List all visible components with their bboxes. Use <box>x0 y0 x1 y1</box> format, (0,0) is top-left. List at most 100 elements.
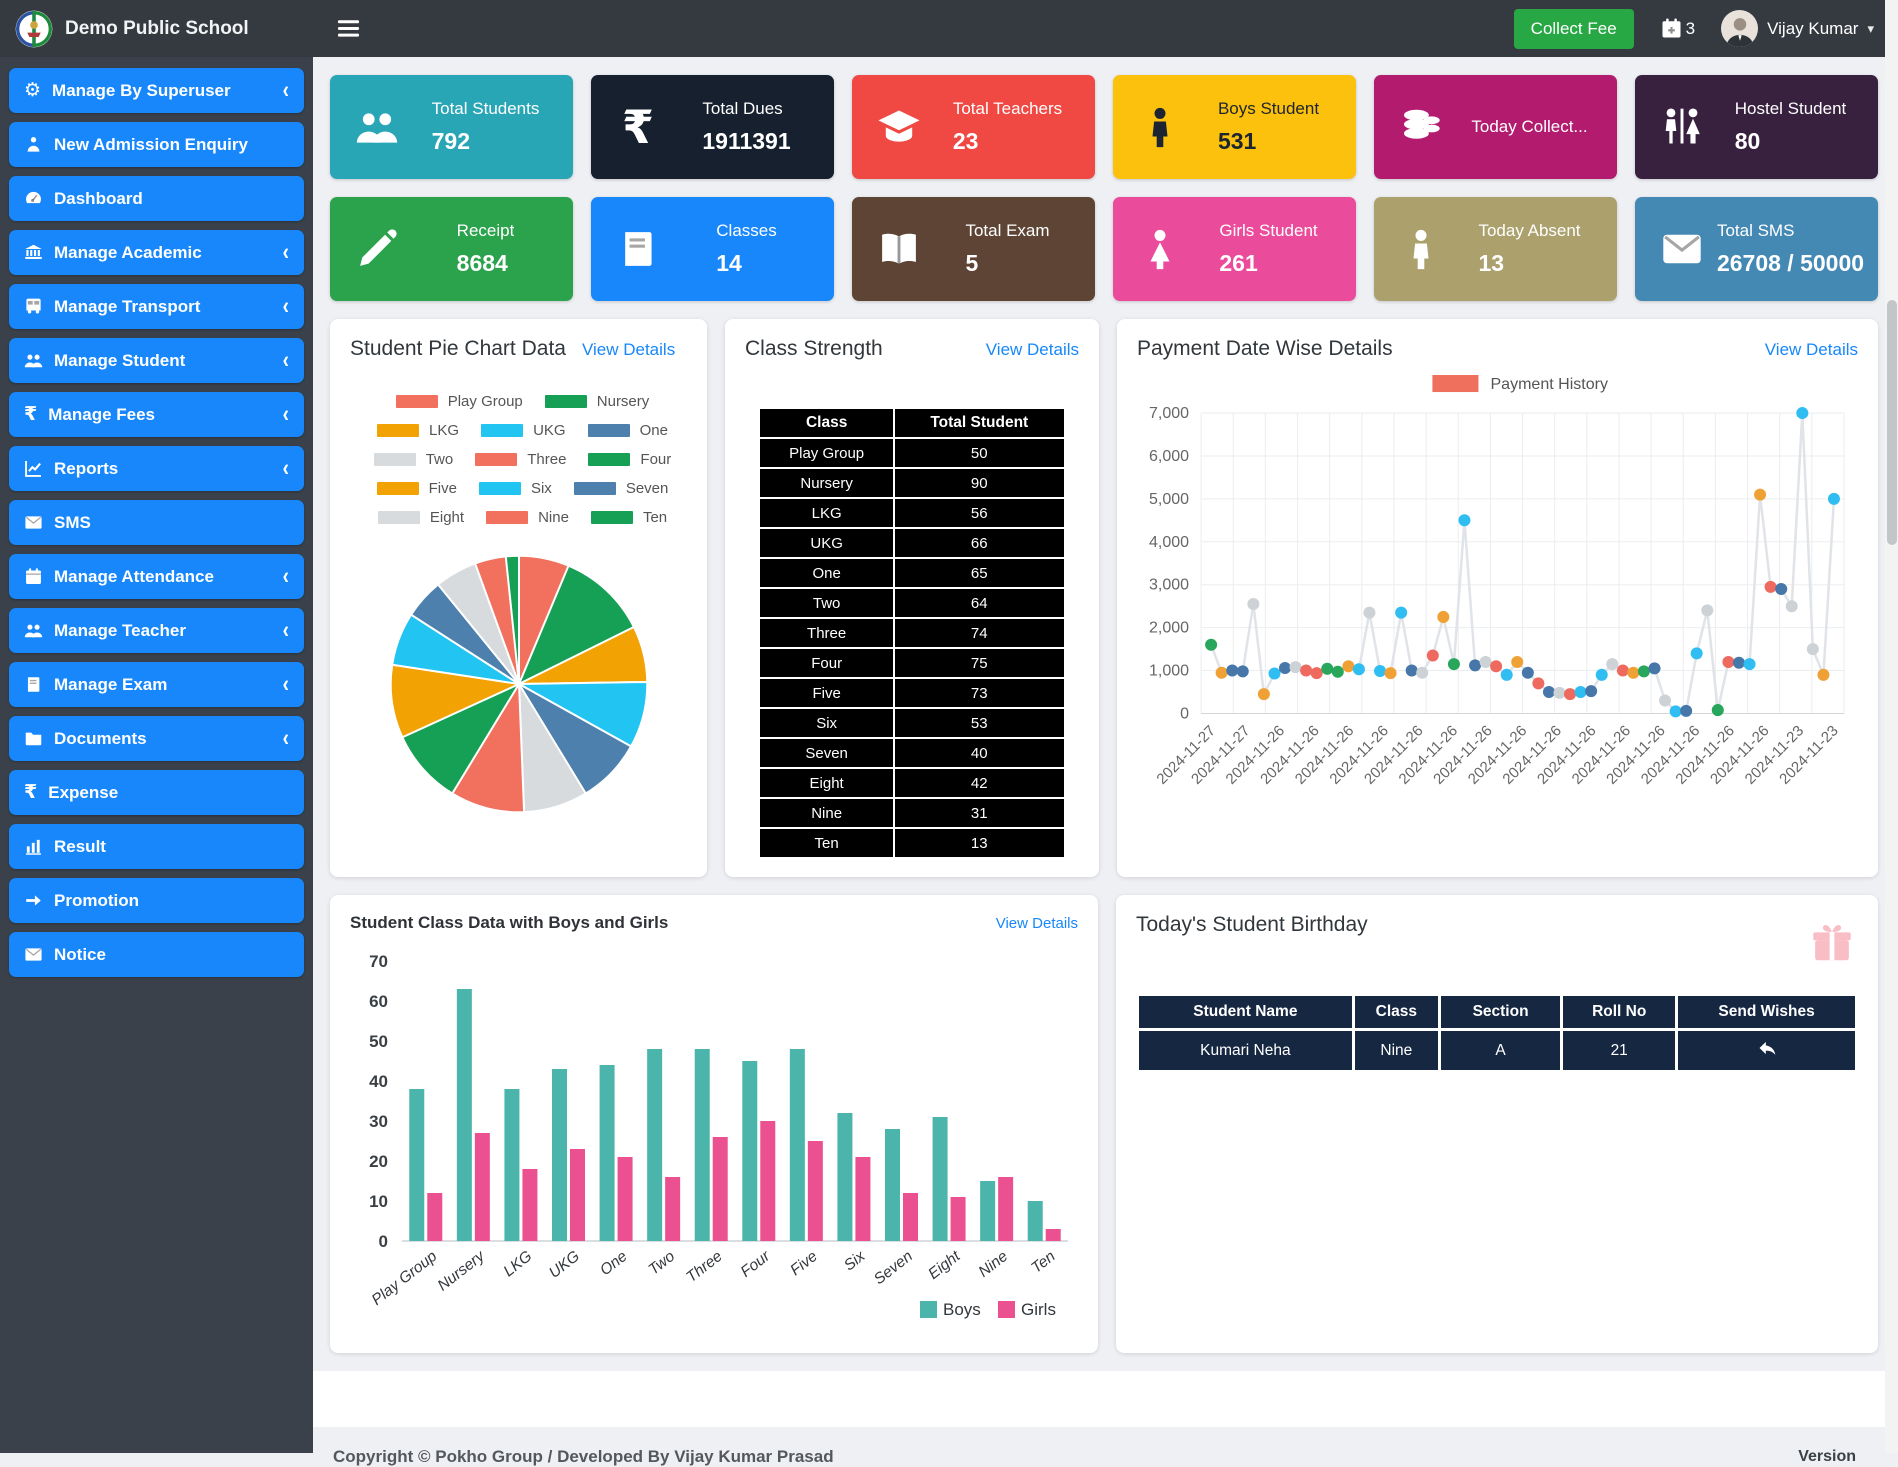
payment-data-point[interactable] <box>1585 685 1598 698</box>
sidebar-item-manage-exam[interactable]: Manage Exam ‹ <box>9 662 304 707</box>
payment-data-point[interactable] <box>1532 677 1545 690</box>
sidebar-item-reports[interactable]: Reports ‹ <box>9 446 304 491</box>
payment-data-point[interactable] <box>1500 668 1513 681</box>
pie-legend-item-play-group[interactable]: Play Group <box>395 393 523 410</box>
pie-legend-item-three[interactable]: Three <box>475 451 566 468</box>
boys-bar-nursery[interactable] <box>456 989 472 1241</box>
girls-bar-ten[interactable] <box>1045 1229 1061 1241</box>
payment-data-point[interactable] <box>1722 655 1735 669</box>
stat-card-hostel-student[interactable]: Hostel Student 80 <box>1635 75 1878 179</box>
payment-data-point[interactable] <box>1732 656 1745 669</box>
payment-data-point[interactable] <box>1205 638 1218 651</box>
payment-data-point[interactable] <box>1490 660 1503 673</box>
pie-legend-item-lkg[interactable]: LKG <box>377 422 459 439</box>
girls-bar-ukg[interactable] <box>570 1149 585 1241</box>
girls-bar-play-group[interactable] <box>427 1193 443 1241</box>
payment-data-point[interactable] <box>1458 514 1471 527</box>
payment-data-point[interactable] <box>1817 668 1830 681</box>
calendar-notification[interactable]: 3 <box>1660 17 1695 40</box>
boys-bar-lkg[interactable] <box>504 1089 520 1241</box>
boys-bar-seven[interactable] <box>885 1129 900 1241</box>
stat-card-total-dues[interactable]: ₹ Total Dues 1911391 <box>591 75 834 179</box>
payment-data-point[interactable] <box>1711 704 1724 717</box>
payment-data-point[interactable] <box>1405 664 1418 677</box>
boys-bar-six[interactable] <box>837 1113 853 1241</box>
payment-data-point[interactable] <box>1331 665 1344 678</box>
payment-data-point[interactable] <box>1796 407 1809 420</box>
pie-legend-item-ukg[interactable]: UKG <box>481 422 566 439</box>
payment-data-point[interactable] <box>1606 658 1619 671</box>
payment-data-point[interactable] <box>1637 665 1650 678</box>
sidebar-item-manage-by-superuser[interactable]: ⚙ Manage By Superuser ‹ <box>9 68 304 113</box>
sidebar-item-manage-teacher[interactable]: Manage Teacher ‹ <box>9 608 304 653</box>
pie-legend-item-nine[interactable]: Nine <box>486 509 569 526</box>
payment-data-point[interactable] <box>1289 661 1302 674</box>
payment-data-point[interactable] <box>1236 665 1249 678</box>
pie-slice-four[interactable] <box>400 681 521 795</box>
pie-legend-item-ten[interactable]: Ten <box>590 509 667 526</box>
boys-bar-nine[interactable] <box>980 1181 996 1241</box>
girls-bar-nine[interactable] <box>998 1177 1014 1241</box>
payment-data-point[interactable] <box>1785 600 1798 613</box>
sidebar-item-promotion[interactable]: Promotion <box>9 878 304 923</box>
sidebar-item-expense[interactable]: ₹ Expense <box>9 770 304 815</box>
payment-data-point[interactable] <box>1226 664 1239 677</box>
sidebar-item-documents[interactable]: Documents ‹ <box>9 716 304 761</box>
payment-data-point[interactable] <box>1521 666 1534 679</box>
pie-legend-item-four[interactable]: Four <box>588 451 671 468</box>
payment-data-point[interactable] <box>1374 665 1387 678</box>
payment-data-point[interactable] <box>1384 667 1397 680</box>
sidebar-item-new-admission-enquiry[interactable]: New Admission Enquiry <box>9 122 304 167</box>
payment-data-point[interactable] <box>1257 688 1270 701</box>
send-wishes-button[interactable] <box>1757 1038 1777 1058</box>
payment-data-point[interactable] <box>1690 647 1703 660</box>
payment-data-point[interactable] <box>1342 660 1355 673</box>
pie-legend-item-nursery[interactable]: Nursery <box>544 393 649 410</box>
boys-bar-five[interactable] <box>789 1049 805 1241</box>
stat-card-classes[interactable]: Classes 14 <box>591 197 834 301</box>
collect-fee-button[interactable]: Collect Fee <box>1513 8 1634 49</box>
sidebar-item-manage-fees[interactable]: ₹ Manage Fees ‹ <box>9 392 304 437</box>
girls-bar-two[interactable] <box>665 1177 681 1241</box>
payment-data-point[interactable] <box>1743 658 1756 671</box>
stat-card-boys-student[interactable]: Boys Student 531 <box>1113 75 1356 179</box>
payment-data-point[interactable] <box>1627 666 1640 679</box>
pie-legend-item-six[interactable]: Six <box>478 480 552 497</box>
payment-data-point[interactable] <box>1806 643 1819 656</box>
boys-bar-eight[interactable] <box>932 1117 948 1241</box>
payment-data-point[interactable] <box>1469 659 1482 672</box>
sidebar-item-manage-academic[interactable]: Manage Academic ‹ <box>9 230 304 275</box>
sidebar-item-manage-transport[interactable]: Manage Transport ‹ <box>9 284 304 329</box>
boys-girls-view-details-link[interactable]: View Details <box>995 915 1078 932</box>
sidebar-item-sms[interactable]: SMS <box>9 500 304 545</box>
payment-data-point[interactable] <box>1395 606 1408 619</box>
girls-bar-lkg[interactable] <box>522 1169 538 1241</box>
payment-data-point[interactable] <box>1321 662 1334 675</box>
sidebar-item-notice[interactable]: Notice <box>9 932 304 977</box>
payment-data-point[interactable] <box>1426 649 1439 662</box>
payment-data-point[interactable] <box>1352 663 1365 676</box>
scrollbar-thumb[interactable] <box>1886 300 1897 545</box>
payment-data-point[interactable] <box>1827 492 1840 505</box>
stat-card-today-absent[interactable]: Today Absent 13 <box>1374 197 1617 301</box>
stat-card-total-students[interactable]: Total Students 792 <box>330 75 573 179</box>
payment-data-point[interactable] <box>1563 688 1577 701</box>
hamburger-menu-icon[interactable] <box>337 17 360 40</box>
payment-data-point[interactable] <box>1268 667 1281 680</box>
payment-data-point[interactable] <box>1215 666 1228 679</box>
boys-bar-play-group[interactable] <box>409 1089 425 1241</box>
payment-data-point[interactable] <box>1511 655 1524 669</box>
payment-data-point[interactable] <box>1416 666 1429 679</box>
stat-card-girls-student[interactable]: Girls Student 261 <box>1113 197 1356 301</box>
girls-bar-nursery[interactable] <box>474 1133 490 1241</box>
payment-data-point[interactable] <box>1701 604 1714 617</box>
payment-data-point[interactable] <box>1542 686 1555 699</box>
stat-card-today-collect[interactable]: Today Collect... <box>1374 75 1617 179</box>
girls-bar-four[interactable] <box>760 1121 776 1241</box>
boys-bar-one[interactable] <box>599 1065 615 1241</box>
payment-data-point[interactable] <box>1574 686 1587 699</box>
sidebar-item-manage-attendance[interactable]: Manage Attendance ‹ <box>9 554 304 599</box>
payment-data-point[interactable] <box>1553 686 1566 699</box>
class-strength-view-details-link[interactable]: View Details <box>985 340 1079 359</box>
payment-view-details-link[interactable]: View Details <box>1764 340 1858 359</box>
